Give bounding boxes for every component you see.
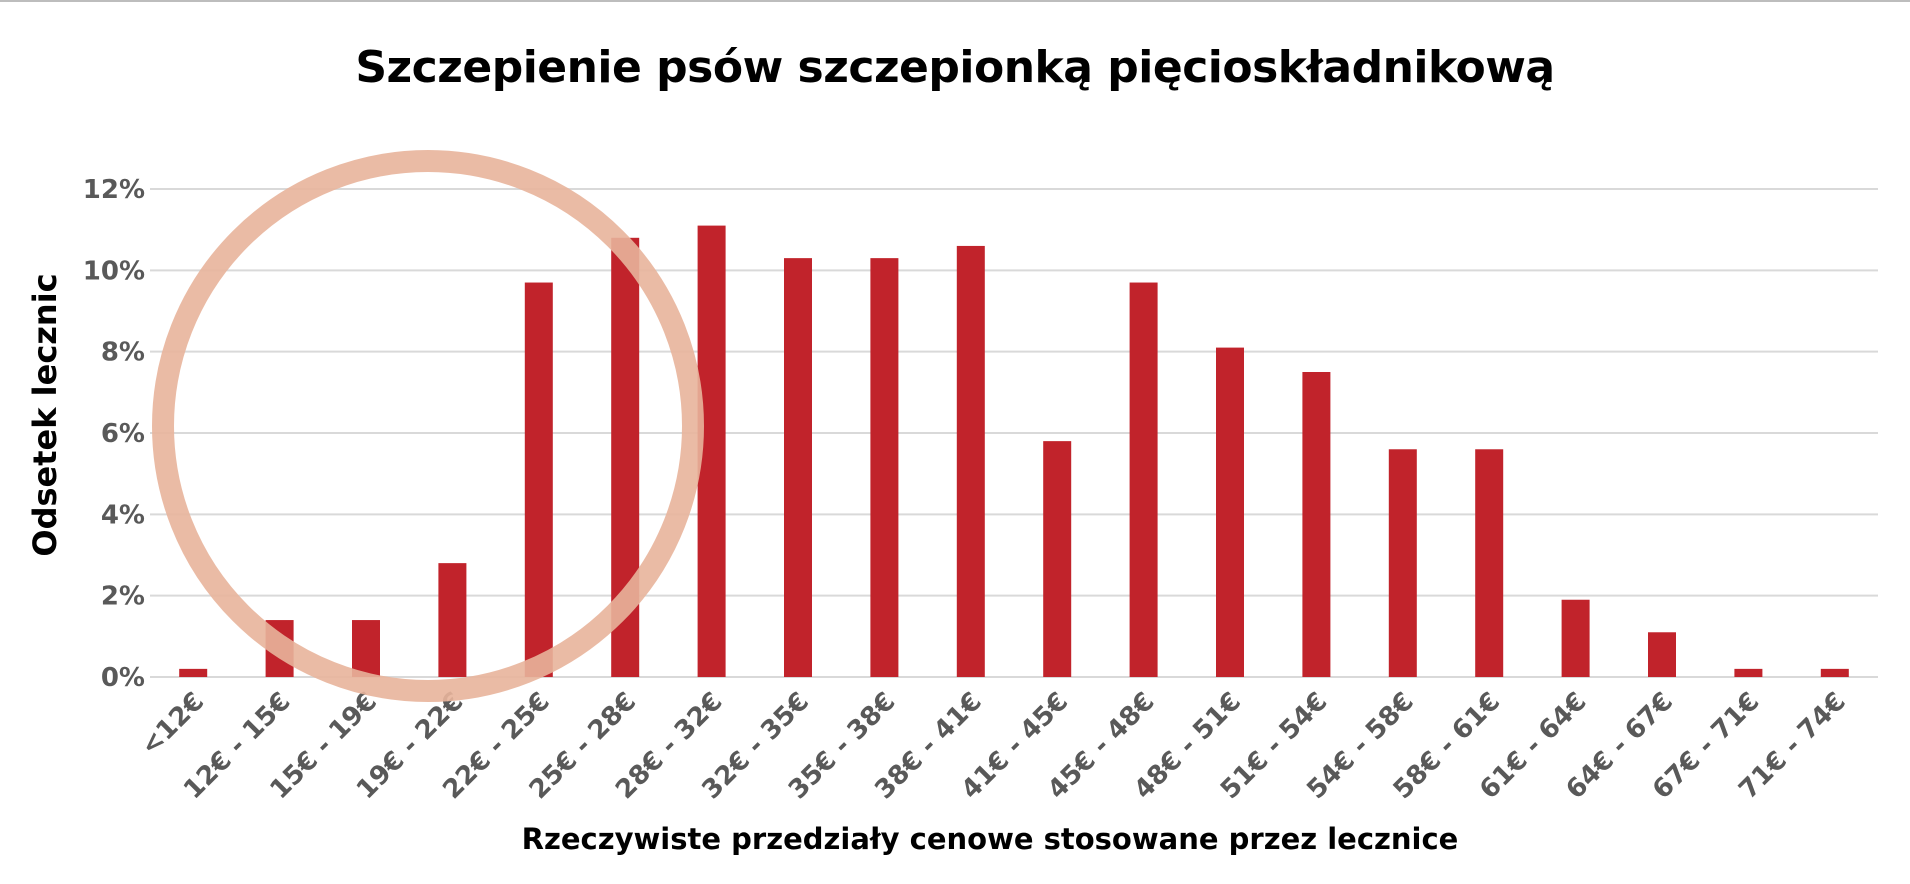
x-tick-label: <12€ <box>135 687 210 762</box>
gridlines <box>150 188 1878 678</box>
y-tick-label: 2% <box>101 582 145 612</box>
bar <box>1648 632 1676 677</box>
x-tick-labels: <12€12€ - 15€15€ - 19€19€ - 22€22€ - 25€… <box>135 687 1852 805</box>
x-axis-title: Rzeczywiste przedziały cenowe stosowane … <box>521 822 1459 856</box>
y-tick-labels: 0% 2% 4% 6% 8% 10% 12% <box>83 175 145 693</box>
y-tick-label: 12% <box>83 175 145 205</box>
y-tick-label: 8% <box>101 338 145 368</box>
bar <box>1475 449 1504 677</box>
bar <box>179 668 208 677</box>
bar <box>1302 372 1331 677</box>
y-tick-label: 0% <box>101 663 145 693</box>
bar <box>1820 668 1849 677</box>
bar <box>438 563 467 677</box>
bar <box>1734 668 1763 677</box>
y-tick-label: 10% <box>83 256 145 286</box>
bar <box>1388 449 1417 677</box>
y-tick-label: 6% <box>101 419 145 449</box>
bar <box>784 258 812 677</box>
bar <box>524 282 553 677</box>
highlight-circle <box>152 150 704 702</box>
chart-title: Szczepienie psów szczepionką pięcioskład… <box>355 42 1555 93</box>
bar <box>870 258 899 677</box>
bar <box>956 245 985 677</box>
bar <box>1561 599 1590 677</box>
top-border-rule <box>0 0 1910 2</box>
annotation <box>152 150 704 702</box>
bar <box>352 620 380 677</box>
bar <box>1216 347 1244 677</box>
bar <box>1043 441 1072 677</box>
y-tick-label: 4% <box>101 500 145 530</box>
bars <box>179 225 1849 678</box>
bar <box>1129 282 1158 677</box>
